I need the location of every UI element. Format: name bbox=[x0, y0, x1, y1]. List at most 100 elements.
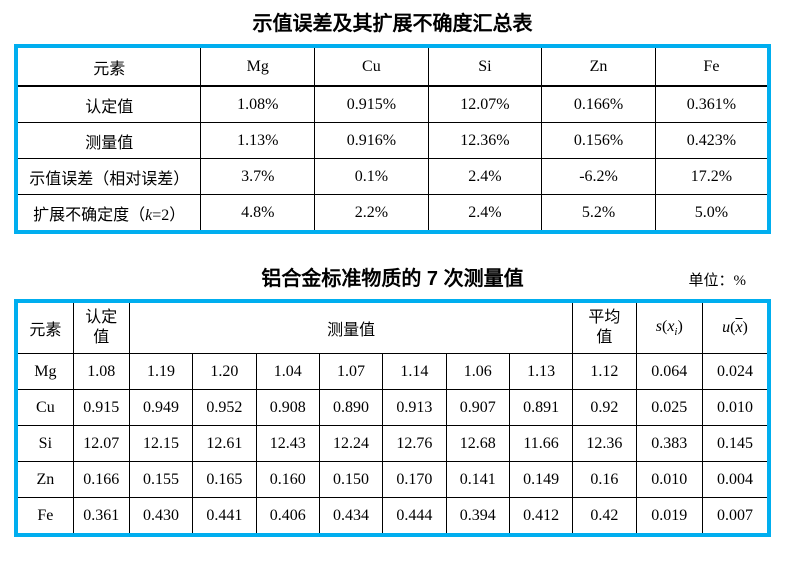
t1-header-zn: Zn bbox=[541, 45, 656, 87]
t2-mean-cell: 12.36 bbox=[572, 425, 637, 462]
t1-value-cell: 5.2% bbox=[541, 194, 656, 233]
t2-value-cell: 0.434 bbox=[318, 497, 384, 536]
t2-uncertainty-cell: 0.010 bbox=[701, 389, 770, 426]
t1-value-cell: 3.7% bbox=[200, 158, 316, 195]
t2-value-cell: 12.24 bbox=[318, 425, 384, 462]
t2-value-cell: 0.406 bbox=[255, 497, 320, 536]
table-row-cu: Cu 0.915 0.949 0.952 0.908 0.890 0.913 0… bbox=[15, 389, 770, 426]
t2-uncertainty-cell: 0.007 bbox=[701, 497, 770, 536]
t1-value-cell: 0.916% bbox=[314, 122, 429, 159]
t2-stddev-cell: 0.383 bbox=[635, 425, 703, 462]
t1-value-cell: 2.4% bbox=[427, 158, 543, 195]
t1-value-cell: 0.423% bbox=[654, 122, 770, 159]
t2-certified-cell: 0.915 bbox=[72, 389, 130, 426]
t2-value-cell: 0.170 bbox=[382, 461, 447, 498]
t1-row-label: 测量值 bbox=[15, 122, 202, 159]
t2-certified-cell: 12.07 bbox=[72, 425, 130, 462]
t2-value-cell: 0.155 bbox=[128, 461, 194, 498]
t1-value-cell: 17.2% bbox=[654, 158, 770, 195]
t2-value-cell: 12.76 bbox=[382, 425, 447, 462]
row-label-text: 测量值 bbox=[85, 134, 134, 152]
summary-header-row: 元素 Mg Cu Si Zn Fe bbox=[15, 45, 770, 87]
t2-value-cell: 0.150 bbox=[318, 461, 384, 498]
t2-header-mean: 平均 值 bbox=[572, 300, 637, 354]
t2-element-cell: Fe bbox=[15, 497, 74, 536]
t2-uncertainty-cell: 0.004 bbox=[701, 461, 770, 498]
t2-value-cell: 11.66 bbox=[508, 425, 574, 462]
row-label-text: 示值误差（相对误差） bbox=[29, 170, 190, 188]
t2-value-cell: 1.20 bbox=[192, 353, 257, 390]
unit-label: 单位：% bbox=[688, 273, 747, 289]
measurements-table-title: 铝合金标准物质的 7 次测量值 bbox=[261, 268, 524, 290]
t2-mean-cell: 1.12 bbox=[572, 353, 637, 390]
s-symbol: s bbox=[655, 317, 662, 335]
t2-value-cell: 0.141 bbox=[445, 461, 510, 498]
t1-row-label: 认定值 bbox=[15, 85, 202, 123]
t2-value-cell: 0.394 bbox=[445, 497, 510, 536]
t1-value-cell: 12.36% bbox=[427, 122, 543, 159]
t2-header-certified: 认定 值 bbox=[72, 300, 130, 354]
row-label-tail: =2） bbox=[152, 206, 186, 224]
t2-value-cell: 0.430 bbox=[128, 497, 194, 536]
table-row-expanded-uncertainty: 扩展不确定度（k=2） 4.8% 2.2% 2.4% 5.2% 5.0% bbox=[15, 194, 770, 233]
open-paren: ( bbox=[661, 317, 668, 335]
t2-value-cell: 0.165 bbox=[192, 461, 257, 498]
t1-value-cell: 0.915% bbox=[314, 85, 429, 123]
t2-header-certified-line1: 认定 bbox=[85, 309, 118, 326]
t2-value-cell: 1.04 bbox=[255, 353, 320, 390]
t1-value-cell: 1.13% bbox=[200, 122, 316, 159]
t2-element-cell: Cu bbox=[15, 389, 74, 426]
t2-stddev-cell: 0.064 bbox=[635, 353, 703, 390]
table-row-mg: Mg 1.08 1.19 1.20 1.04 1.07 1.14 1.06 1.… bbox=[15, 353, 770, 390]
t2-header-mean-line2: 值 bbox=[596, 329, 613, 346]
table-row-indication-error: 示值误差（相对误差） 3.7% 0.1% 2.4% -6.2% 17.2% bbox=[15, 158, 770, 195]
t2-uncertainty-cell: 0.024 bbox=[701, 353, 770, 390]
t2-value-cell: 0.949 bbox=[128, 389, 194, 426]
t2-value-cell: 12.15 bbox=[128, 425, 194, 462]
x-symbol: x bbox=[667, 317, 675, 335]
close-paren: ) bbox=[677, 317, 683, 335]
t2-certified-cell: 0.361 bbox=[72, 497, 130, 536]
t2-header-mean-line1: 平均 bbox=[588, 309, 621, 326]
t2-stddev-cell: 0.010 bbox=[635, 461, 703, 498]
t1-header-fe: Fe bbox=[654, 45, 770, 87]
table-row-si: Si 12.07 12.15 12.61 12.43 12.24 12.76 1… bbox=[15, 425, 770, 462]
t1-header-si: Si bbox=[427, 45, 543, 87]
summary-table: 元素 Mg Cu Si Zn Fe 认定值 1.08% 0.915% 12.07… bbox=[14, 44, 771, 234]
t2-certified-cell: 0.166 bbox=[72, 461, 130, 498]
t2-header-measured: 测量值 bbox=[128, 300, 574, 354]
summary-table-title: 示值误差及其扩展不确度汇总表 bbox=[252, 13, 533, 35]
t1-value-cell: 4.8% bbox=[200, 194, 316, 233]
t2-header-stddev: s(xi) bbox=[635, 300, 703, 354]
subscript-i: i bbox=[674, 326, 678, 339]
t2-value-cell: 0.891 bbox=[508, 389, 574, 426]
xbar-symbol: x bbox=[735, 319, 743, 336]
measurements-table: 元素 认定 值 测量值 平均 值 s(xi) u(x) Mg 1.08 1.19… bbox=[14, 299, 771, 537]
t2-value-cell: 0.149 bbox=[508, 461, 574, 498]
t2-header-element: 元素 bbox=[15, 300, 74, 354]
t1-header-element: 元素 bbox=[15, 45, 202, 87]
table-row-zn: Zn 0.166 0.155 0.165 0.160 0.150 0.170 0… bbox=[15, 461, 770, 498]
table-row-fe: Fe 0.361 0.430 0.441 0.406 0.434 0.444 0… bbox=[15, 497, 770, 536]
t2-stddev-cell: 0.025 bbox=[635, 389, 703, 426]
t1-value-cell: 2.2% bbox=[314, 194, 429, 233]
t1-value-cell: 0.156% bbox=[541, 122, 656, 159]
t2-value-cell: 0.444 bbox=[382, 497, 447, 536]
t1-value-cell: 0.166% bbox=[541, 85, 656, 123]
open-paren: ( bbox=[730, 319, 736, 336]
t2-header-certified-line2: 值 bbox=[93, 329, 110, 346]
table-row-measured: 测量值 1.13% 0.916% 12.36% 0.156% 0.423% bbox=[15, 122, 770, 159]
t2-stddev-cell: 0.019 bbox=[635, 497, 703, 536]
t2-value-cell: 1.13 bbox=[508, 353, 574, 390]
row-label-text: 认定值 bbox=[85, 98, 134, 116]
table-row-certified: 认定值 1.08% 0.915% 12.07% 0.166% 0.361% bbox=[15, 85, 770, 123]
t1-value-cell: 0.361% bbox=[654, 85, 770, 123]
t2-value-cell: 0.441 bbox=[192, 497, 257, 536]
t2-value-cell: 1.19 bbox=[128, 353, 194, 390]
t2-mean-cell: 0.16 bbox=[572, 461, 637, 498]
t2-value-cell: 1.07 bbox=[318, 353, 384, 390]
t2-mean-cell: 0.42 bbox=[572, 497, 637, 536]
t1-row-label: 扩展不确定度（k=2） bbox=[15, 194, 202, 233]
t1-row-label: 示值误差（相对误差） bbox=[15, 158, 202, 195]
